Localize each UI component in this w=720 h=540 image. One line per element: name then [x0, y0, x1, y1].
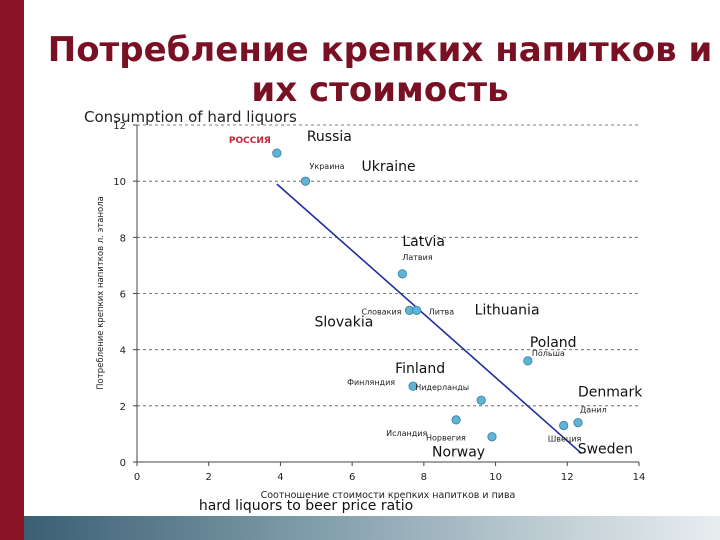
y-tick-label: 4: [120, 346, 126, 357]
x-axis-label: Соотношение стоимости крепких напитков и…: [261, 490, 516, 501]
data-point: [559, 420, 569, 431]
point-label: Латвия: [402, 253, 432, 262]
x-tick-label: 14: [633, 472, 646, 483]
x-tick-label: 2: [206, 472, 212, 483]
data-point: [451, 415, 461, 425]
slide-title-line-1: Потребление крепких напитков и: [47, 30, 713, 70]
x-tick-label: 10: [489, 472, 502, 483]
slide-title: Потребление крепких напитков и их стоимо…: [40, 30, 720, 110]
point-label: Словакия: [361, 307, 401, 316]
point-label-english: Norway: [432, 445, 485, 461]
point-label-english: Sweden: [578, 441, 633, 457]
trend-line: [276, 183, 583, 455]
point-label: Данил: [580, 406, 607, 415]
data-point: [412, 305, 422, 315]
point-label: Украина: [310, 162, 345, 171]
point-label-english: Poland: [530, 335, 577, 351]
data-point: [408, 381, 418, 391]
point-label-english: Finland: [395, 361, 445, 377]
point-label: Польша: [532, 349, 565, 358]
x-tick-label: 12: [561, 472, 574, 483]
data-point: [397, 269, 407, 279]
chart-title: Consumption of hard liquors: [84, 108, 297, 126]
y-tick-label: 10: [113, 177, 126, 188]
slide-title-line-2: их стоимость: [251, 70, 509, 110]
x-tick-label: 6: [349, 472, 355, 483]
point-label-english: Latvia: [402, 234, 445, 250]
point-label-english: Denmark: [578, 385, 643, 401]
left-accent-bar: [0, 0, 24, 540]
x-tick-label: 4: [277, 472, 283, 483]
point-label-english: Lithuania: [475, 302, 540, 318]
point-label: Нидерланды: [415, 383, 469, 392]
point-label-english: Slovakia: [315, 314, 374, 330]
data-point: [523, 356, 533, 366]
point-label-english: Ukraine: [362, 159, 416, 175]
x-tick-label: 8: [421, 472, 427, 483]
data-point: [573, 418, 583, 428]
x-tick-label: 0: [134, 472, 140, 483]
point-label: Исландия: [386, 429, 427, 438]
y-axis-label: Потребление крепких напитков л. этанола: [96, 196, 106, 390]
data-point: [487, 432, 497, 442]
y-tick-label: 6: [120, 290, 126, 301]
y-tick-label: 12: [113, 121, 126, 132]
point-label: Финляндия: [347, 378, 395, 387]
y-tick-label: 0: [120, 458, 126, 469]
data-point: [476, 395, 486, 405]
y-tick-label: 2: [120, 402, 126, 413]
data-point: [272, 148, 282, 158]
point-label: Норвегия: [426, 434, 466, 443]
point-label: РОССИЯ: [229, 136, 271, 146]
point-label-english: Russia: [307, 129, 352, 145]
x-axis-label-english: hard liquors to beer price ratio: [199, 498, 413, 514]
point-label: Швеция: [548, 434, 582, 443]
data-point: [300, 176, 311, 186]
point-label: Литва: [429, 307, 455, 316]
y-tick-label: 8: [120, 233, 126, 244]
bottom-gradient-bar: [0, 516, 720, 540]
